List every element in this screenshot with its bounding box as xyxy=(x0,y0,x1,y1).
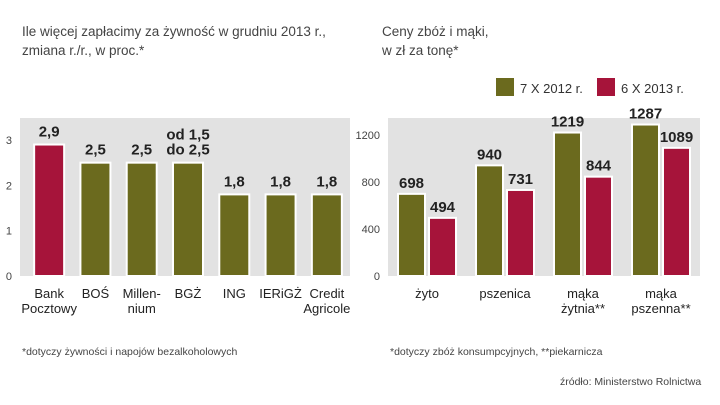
left-value-label: 1,8 xyxy=(270,173,291,190)
right-value-label: 698 xyxy=(399,175,424,192)
left-footnote: *dotyczy żywności i napojów bezalkoholow… xyxy=(22,346,238,358)
right-y-tick-label: 0 xyxy=(374,271,380,283)
right-bar xyxy=(506,188,535,277)
left-category-label: IERiGŻ xyxy=(259,286,302,301)
right-value-label: 731 xyxy=(508,171,533,188)
right-value-label: 940 xyxy=(477,146,502,163)
right-chart-title: Ceny zbóż i mąki, w zł za tonę* xyxy=(382,22,682,60)
left-value-label: 1,8 xyxy=(316,173,337,190)
left-category-label: Pocztowy xyxy=(21,301,77,316)
right-bar xyxy=(475,164,504,277)
right-category-label: mąka xyxy=(567,286,600,301)
left-category-label: BGŻ xyxy=(175,286,202,301)
right-title-line-1: Ceny zbóż i mąki, xyxy=(382,24,489,39)
left-value-label: 2,5 xyxy=(85,142,106,159)
left-title-line-1: Ile więcej zapłacimy za żywność w grudni… xyxy=(22,24,326,39)
legend-label: 7 X 2012 r. xyxy=(520,81,583,96)
left-y-tick-label: 0 xyxy=(6,271,12,283)
legend-swatch xyxy=(496,78,514,96)
left-bar xyxy=(218,193,251,277)
left-bar xyxy=(172,161,204,278)
left-bar xyxy=(310,193,343,277)
left-category-label: ING xyxy=(223,286,246,301)
left-value-label: 1,8 xyxy=(224,173,245,190)
right-y-tick-label: 800 xyxy=(362,177,380,189)
right-y-tick-label: 400 xyxy=(362,224,380,236)
right-category-label: pszenna** xyxy=(631,301,690,316)
left-title-line-2: zmiana r./r., w proc.* xyxy=(22,43,145,58)
right-bar xyxy=(397,192,426,277)
right-category-label: pszenica xyxy=(479,286,531,301)
right-bar xyxy=(662,146,691,277)
left-category-label: BOŚ xyxy=(82,286,110,301)
left-y-tick-label: 2 xyxy=(6,180,12,192)
left-chart-title: Ile więcej zapłacimy za żywność w grudni… xyxy=(22,22,352,60)
left-y-tick-label: 1 xyxy=(6,226,12,238)
left-bar xyxy=(125,161,158,278)
right-y-tick-label: 1200 xyxy=(356,130,380,142)
left-category-label: nium xyxy=(128,301,156,316)
left-bar xyxy=(33,143,66,277)
left-category-label: Millen- xyxy=(123,286,161,301)
left-category-label: Credit xyxy=(310,286,345,301)
right-bar xyxy=(553,131,582,277)
right-value-label: 1287 xyxy=(629,106,662,123)
legend-swatch xyxy=(597,78,615,96)
right-category-label: mąka xyxy=(645,286,678,301)
left-y-tick-label: 3 xyxy=(6,135,12,147)
left-category-label: Bank xyxy=(34,286,64,301)
source-note: źródło: Ministerstwo Rolnictwa xyxy=(560,376,702,388)
right-value-label: 1089 xyxy=(660,129,693,146)
right-bar xyxy=(428,216,457,277)
right-bar xyxy=(631,123,660,277)
left-bar xyxy=(264,193,297,277)
right-value-label: 494 xyxy=(430,199,456,216)
left-bar xyxy=(79,161,112,278)
left-value-label: 2,5 xyxy=(131,142,152,159)
left-value-label: 2,9 xyxy=(39,124,60,141)
right-title-line-2: w zł za tonę* xyxy=(382,43,459,58)
right-bar xyxy=(584,175,613,277)
right-category-label: żyto xyxy=(415,286,439,301)
right-value-label: 844 xyxy=(586,158,612,175)
left-value-label: od 1,5 xyxy=(166,127,209,144)
right-value-label: 1219 xyxy=(551,114,584,131)
legend-label: 6 X 2013 r. xyxy=(621,81,684,96)
right-footnote: *dotyczy zbóż konsumpcyjnych, **piekarni… xyxy=(390,346,603,358)
right-category-label: żytnia** xyxy=(561,301,605,316)
left-category-label: Agricole xyxy=(303,301,350,316)
left-value-label: do 2,5 xyxy=(166,142,209,159)
